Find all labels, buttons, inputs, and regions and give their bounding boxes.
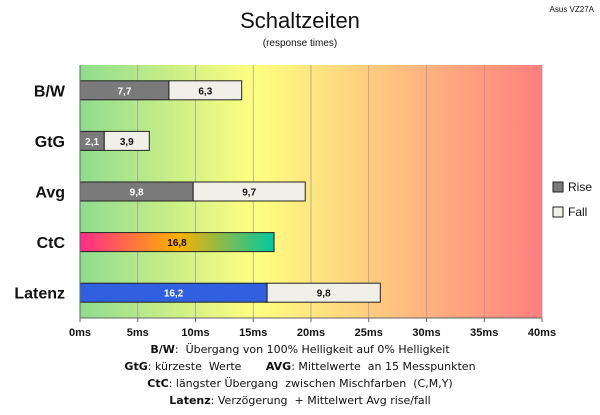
chart-subtitle: (response times) bbox=[263, 38, 337, 49]
x-tick-label: 30ms bbox=[412, 327, 440, 339]
x-tick-label: 20ms bbox=[297, 327, 325, 339]
chart-title: Schaltzeiten bbox=[240, 8, 360, 33]
footnote-bw-text: : Übergang von 100% Helligkeit auf 0% He… bbox=[174, 343, 450, 356]
x-tick-label: 10ms bbox=[181, 327, 209, 339]
footnote-gtg-avg: GtG: kürzeste Werte AVG: Mittelwerte an … bbox=[0, 360, 600, 373]
rise-bar-label: 9,8 bbox=[130, 188, 144, 199]
footnote-gtg-text: : kürzeste Werte bbox=[147, 360, 266, 373]
fall-bar-label: 9,7 bbox=[242, 188, 256, 199]
category-label: Latenz bbox=[14, 286, 65, 303]
rise-bar-label: 2,1 bbox=[85, 137, 99, 148]
fall-bar bbox=[192, 181, 306, 202]
legend-rise-swatch bbox=[552, 181, 564, 193]
legend-rise-label: Rise bbox=[568, 180, 592, 194]
x-tick-label: 15ms bbox=[239, 327, 267, 339]
fall-bar bbox=[168, 80, 243, 101]
category-label: B/W bbox=[34, 83, 66, 100]
x-tick-label: 35ms bbox=[470, 327, 498, 339]
footnote-latenz: Latenz: Verzögerung + Mittelwert Avg ris… bbox=[0, 394, 600, 407]
rise-bar-label: 16,2 bbox=[164, 289, 184, 300]
fall-bar-label: 9,8 bbox=[317, 289, 331, 300]
x-tick-label: 40ms bbox=[528, 327, 556, 339]
rise-bar-label: 16,8 bbox=[167, 238, 187, 249]
footnote-bw: B/W: Übergang von 100% Helligkeit auf 0%… bbox=[0, 343, 600, 356]
x-tick-label: 25ms bbox=[355, 327, 383, 339]
legend-fall-label: Fall bbox=[568, 205, 587, 219]
legend-fall-swatch bbox=[552, 206, 564, 218]
fall-bar bbox=[266, 282, 381, 303]
fall-bar-label: 6,3 bbox=[198, 86, 212, 97]
footnote-avg-text: : Mittelwerte an 15 Messpunkten bbox=[291, 360, 476, 373]
model-name: Asus VZ27A bbox=[550, 5, 595, 14]
footnote-latenz-text: : Verzögerung + Mittelwert Avg rise/fall bbox=[210, 394, 431, 407]
footnote-ctc-key: CtC bbox=[147, 377, 169, 390]
category-label: Avg bbox=[35, 185, 65, 202]
x-tick-label: 0ms bbox=[69, 327, 91, 339]
category-label: CtC bbox=[37, 235, 66, 252]
rise-bar-label: 7,7 bbox=[118, 86, 132, 97]
fall-bar bbox=[103, 130, 150, 151]
footnote-bw-key: B/W bbox=[150, 343, 175, 356]
footnote-ctc-text: : längster Übergang zwischen Mischfarben… bbox=[168, 377, 453, 390]
category-label: GtG bbox=[35, 134, 65, 151]
footnote-ctc: CtC: längster Übergang zwischen Mischfar… bbox=[0, 377, 600, 390]
footnote-gtg-key: GtG bbox=[124, 360, 148, 373]
fall-bar-label: 3,9 bbox=[120, 137, 134, 148]
x-tick-label: 5ms bbox=[127, 327, 149, 339]
footnote-latenz-key: Latenz bbox=[169, 394, 211, 407]
footnote-avg-key: AVG bbox=[265, 360, 292, 373]
